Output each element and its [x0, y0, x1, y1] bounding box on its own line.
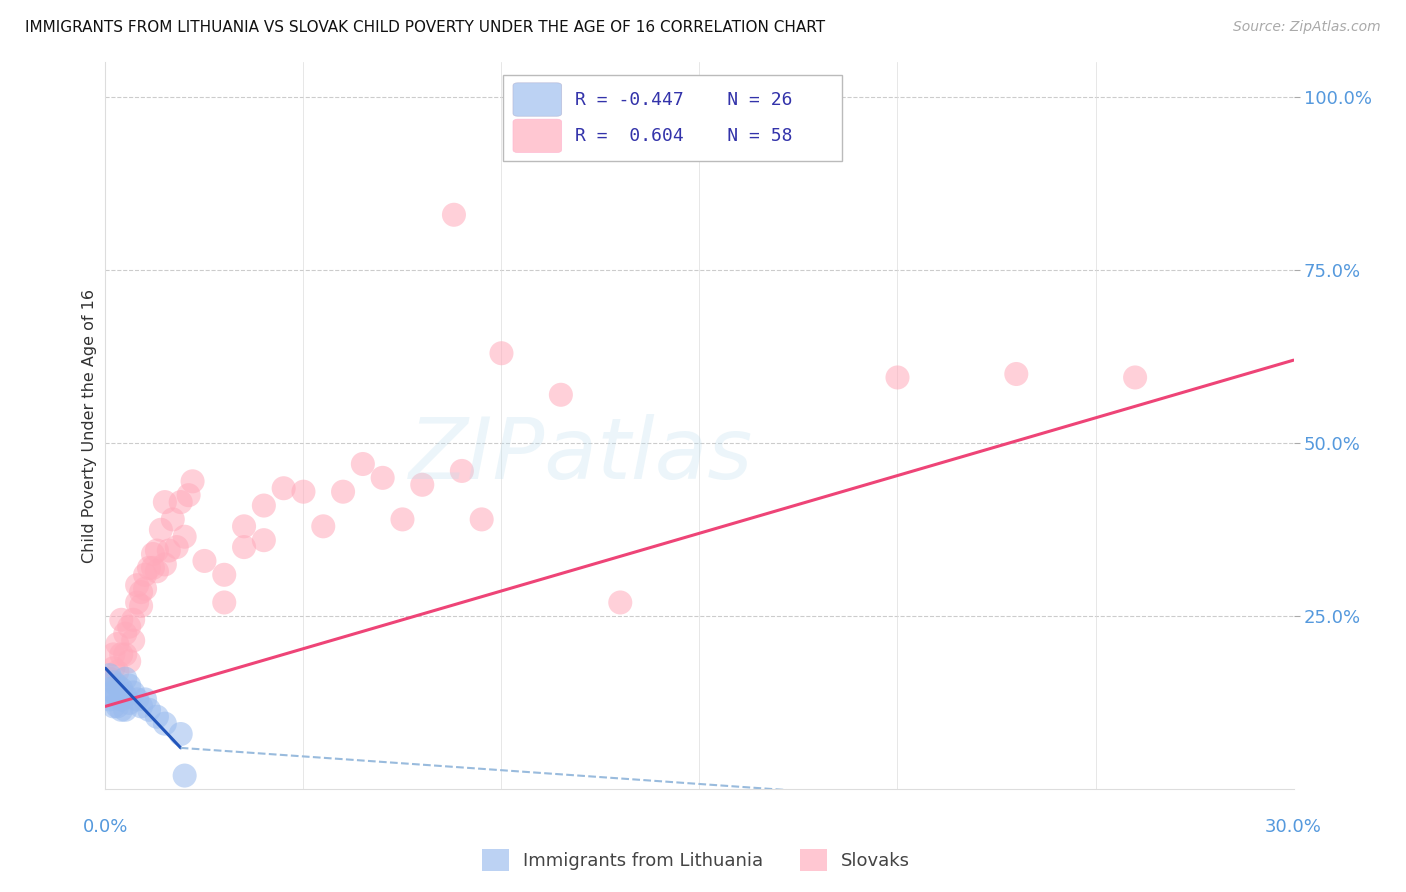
Point [443, 208, 465, 222]
Point [273, 481, 295, 495]
Point [127, 692, 149, 706]
Point [129, 599, 152, 613]
Point [1005, 367, 1028, 381]
Point [103, 675, 125, 690]
Point [181, 475, 204, 489]
Point [886, 370, 908, 384]
Point [127, 595, 149, 609]
Point [233, 519, 256, 533]
Point [110, 681, 132, 696]
Point [352, 457, 374, 471]
Point [138, 703, 160, 717]
Point [98, 692, 121, 706]
Point [134, 692, 156, 706]
Point [98, 681, 121, 696]
Point [105, 699, 128, 714]
Point [118, 679, 141, 693]
Point [142, 561, 165, 575]
Point [253, 499, 276, 513]
Point [114, 689, 136, 703]
FancyBboxPatch shape [513, 83, 561, 116]
Point [110, 613, 132, 627]
Point [233, 540, 256, 554]
Point [491, 346, 513, 360]
Point [103, 699, 125, 714]
Point [118, 654, 141, 668]
Point [103, 685, 125, 699]
Point [114, 626, 136, 640]
Point [129, 585, 152, 599]
Point [173, 768, 195, 782]
Point [170, 727, 193, 741]
Point [134, 567, 156, 582]
Point [153, 558, 176, 572]
Point [162, 512, 184, 526]
Point [550, 388, 572, 402]
Text: R =  0.604    N = 58: R = 0.604 N = 58 [575, 127, 792, 145]
Point [98, 668, 121, 682]
Point [153, 716, 176, 731]
Point [166, 540, 188, 554]
Point [110, 692, 132, 706]
Point [122, 633, 145, 648]
Point [103, 648, 125, 662]
Point [173, 530, 195, 544]
Text: 0.0%: 0.0% [83, 819, 128, 837]
Point [253, 533, 276, 548]
Point [118, 620, 141, 634]
Point [411, 477, 433, 491]
Point [157, 543, 180, 558]
Text: IMMIGRANTS FROM LITHUANIA VS SLOVAK CHILD POVERTY UNDER THE AGE OF 16 CORRELATIO: IMMIGRANTS FROM LITHUANIA VS SLOVAK CHIL… [25, 20, 825, 35]
Point [292, 484, 315, 499]
Point [129, 699, 152, 714]
Y-axis label: Child Poverty Under the Age of 16: Child Poverty Under the Age of 16 [82, 289, 97, 563]
Point [153, 495, 176, 509]
Legend: Immigrants from Lithuania, Slovaks: Immigrants from Lithuania, Slovaks [475, 842, 917, 879]
Point [471, 512, 494, 526]
Point [118, 696, 141, 710]
Point [146, 710, 169, 724]
Point [177, 488, 200, 502]
Point [149, 523, 172, 537]
Text: Source: ZipAtlas.com: Source: ZipAtlas.com [1233, 20, 1381, 34]
FancyBboxPatch shape [503, 75, 842, 161]
Point [103, 661, 125, 675]
Point [114, 648, 136, 662]
Point [193, 554, 215, 568]
Point [332, 484, 354, 499]
Point [391, 512, 413, 526]
Point [450, 464, 472, 478]
FancyBboxPatch shape [513, 120, 561, 153]
Point [98, 672, 121, 686]
Point [134, 582, 156, 596]
Point [214, 567, 236, 582]
Point [312, 519, 335, 533]
Point [146, 543, 169, 558]
Text: 30.0%: 30.0% [1265, 819, 1322, 837]
Text: ZIPatlas: ZIPatlas [409, 414, 752, 497]
Point [110, 648, 132, 662]
Point [127, 578, 149, 592]
Point [105, 637, 128, 651]
Point [105, 665, 128, 679]
Point [142, 547, 165, 561]
Point [105, 679, 128, 693]
Point [122, 685, 145, 699]
Point [170, 495, 193, 509]
Point [105, 689, 128, 703]
Point [138, 561, 160, 575]
Point [1123, 370, 1146, 384]
Text: R = -0.447    N = 26: R = -0.447 N = 26 [575, 90, 792, 109]
Point [114, 703, 136, 717]
Point [214, 595, 236, 609]
Point [122, 613, 145, 627]
Point [114, 672, 136, 686]
Point [146, 565, 169, 579]
Point [609, 595, 631, 609]
Point [371, 471, 394, 485]
Point [110, 703, 132, 717]
